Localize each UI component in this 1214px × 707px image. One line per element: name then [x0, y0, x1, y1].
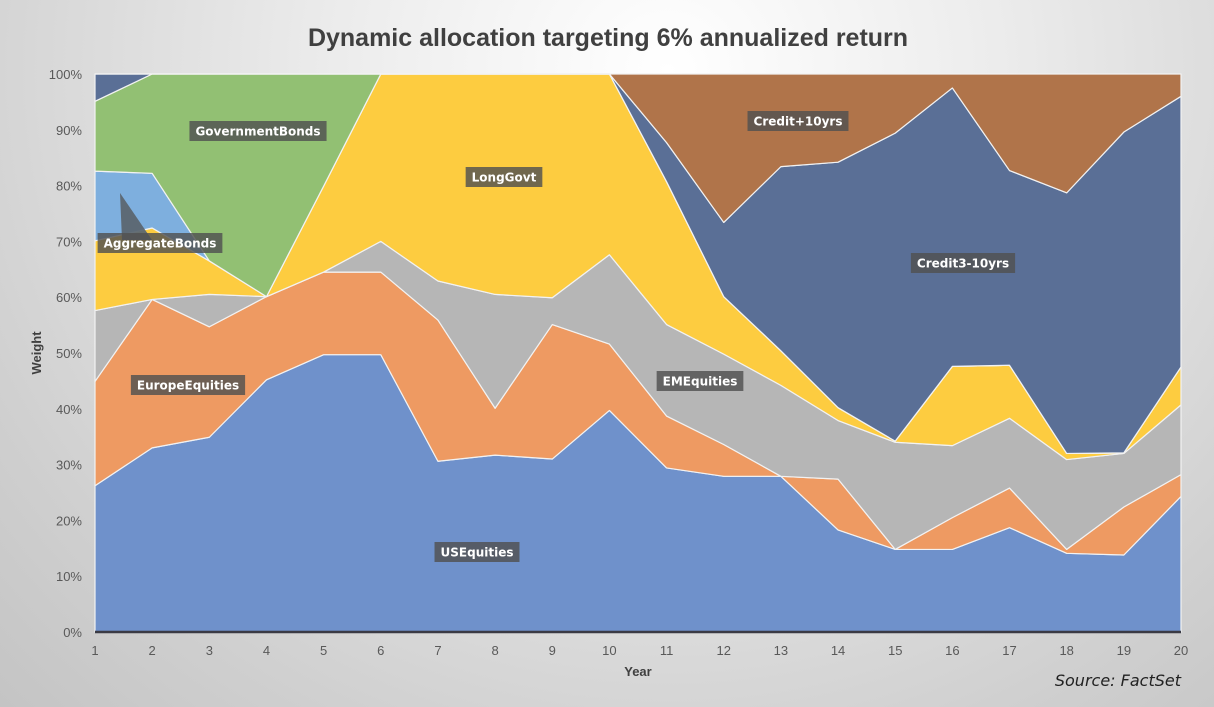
aggregate-bonds-callout-pointer: [120, 193, 152, 240]
label-background: [189, 121, 327, 141]
label-text: Credit+10yrs: [754, 115, 843, 129]
y-tick-label: 10%: [56, 569, 82, 584]
y-tick-label: 80%: [56, 179, 82, 194]
x-tick-label: 4: [263, 643, 270, 658]
y-tick-label: 30%: [56, 458, 82, 473]
label-longgovt: LongGovt: [465, 167, 543, 187]
label-background: [434, 542, 520, 562]
label-aggregatebonds: AggregateBonds: [97, 233, 223, 253]
x-tick-label: 13: [774, 643, 788, 658]
label-background: [97, 233, 223, 253]
label-credit3-10yrs: Credit3-10yrs: [910, 253, 1016, 273]
y-tick-label: 0%: [63, 625, 82, 640]
label-background: [747, 111, 849, 131]
label-text: Credit3-10yrs: [917, 257, 1009, 271]
x-tick-label: 6: [377, 643, 384, 658]
label-governmentbonds: GovernmentBonds: [189, 121, 327, 141]
label-text: GovernmentBonds: [195, 125, 320, 139]
y-tick-label: 50%: [56, 346, 82, 361]
y-tick-label: 40%: [56, 402, 82, 417]
x-tick-label: 9: [549, 643, 556, 658]
x-tick-label: 19: [1117, 643, 1131, 658]
x-tick-label: 20: [1174, 643, 1188, 658]
y-tick-label: 100%: [49, 67, 83, 82]
x-axis-ticks: 1 2 3 4 5 6 7 8 9 10 11 12 13 14 15 16 17 18 19 20: [91, 643, 1188, 658]
y-axis-ticks: 0% 10% 20% 30% 40% 50% 60% 70% 80% 90% 100%: [49, 67, 83, 640]
label-europeequities: EuropeEquities: [130, 375, 246, 395]
y-tick-label: 90%: [56, 123, 82, 138]
chart-title: Dynamic allocation targeting 6% annualiz…: [308, 24, 908, 52]
x-tick-label: 12: [717, 643, 731, 658]
x-tick-label: 7: [434, 643, 441, 658]
series-labels: USEquities EuropeEquities EMEquities LongGo…: [97, 111, 1016, 562]
y-tick-label: 70%: [56, 234, 82, 249]
label-background: [130, 375, 246, 395]
label-usequities: USEquities: [434, 542, 520, 562]
label-text: EuropeEquities: [137, 379, 239, 393]
label-credit-10yrs: Credit+10yrs: [747, 111, 849, 131]
x-tick-label: 18: [1059, 643, 1073, 658]
source-note: Source: FactSet: [1055, 671, 1182, 690]
x-axis-title: Year: [624, 664, 651, 679]
label-background: [656, 371, 744, 391]
label-text: EMEquities: [663, 375, 738, 389]
label-background: [465, 167, 543, 187]
y-axis-title: Weight: [29, 331, 44, 375]
area-credit-10yrs: [94, 73, 1182, 224]
label-text: AggregateBonds: [104, 237, 217, 251]
x-tick-label: 1: [91, 643, 98, 658]
x-tick-label: 2: [149, 643, 156, 658]
x-tick-label: 5: [320, 643, 327, 658]
x-tick-label: 15: [888, 643, 902, 658]
y-tick-label: 20%: [56, 513, 82, 528]
label-background: [910, 253, 1016, 273]
label-text: USEquities: [441, 546, 514, 560]
label-emequities: EMEquities: [656, 371, 744, 391]
y-tick-label: 60%: [56, 290, 82, 305]
x-tick-label: 11: [660, 643, 674, 658]
x-tick-label: 10: [602, 643, 616, 658]
x-tick-label: 16: [945, 643, 959, 658]
x-tick-label: 14: [831, 643, 845, 658]
x-tick-label: 3: [206, 643, 213, 658]
label-text: LongGovt: [472, 171, 537, 185]
x-tick-label: 17: [1002, 643, 1016, 658]
plot-area: [94, 73, 1182, 633]
x-tick-label: 8: [491, 643, 498, 658]
